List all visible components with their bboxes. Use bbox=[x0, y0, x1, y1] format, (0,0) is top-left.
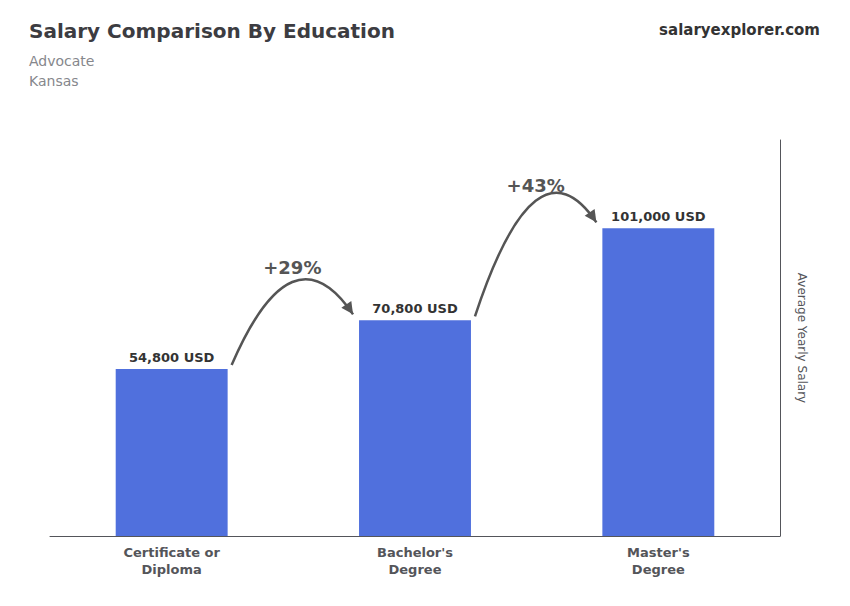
svg-text:Certificate or: Certificate or bbox=[123, 545, 220, 560]
svg-text:101,000 USD: 101,000 USD bbox=[611, 209, 706, 224]
svg-text:54,800 USD: 54,800 USD bbox=[129, 350, 215, 365]
svg-text:+29%: +29% bbox=[263, 257, 321, 278]
svg-text:Advocate: Advocate bbox=[29, 53, 94, 69]
svg-text:+43%: +43% bbox=[507, 175, 565, 196]
svg-text:Kansas: Kansas bbox=[29, 73, 79, 89]
svg-text:salaryexplorer.com: salaryexplorer.com bbox=[659, 21, 820, 39]
svg-text:Bachelor's: Bachelor's bbox=[377, 545, 453, 560]
svg-text:Degree: Degree bbox=[632, 562, 685, 577]
svg-text:Master's: Master's bbox=[627, 545, 690, 560]
svg-text:Degree: Degree bbox=[389, 562, 442, 577]
svg-text:Diploma: Diploma bbox=[142, 562, 202, 577]
svg-text:Salary Comparison By Education: Salary Comparison By Education bbox=[29, 19, 395, 43]
svg-text:Average Yearly Salary: Average Yearly Salary bbox=[795, 273, 809, 403]
svg-text:70,800 USD: 70,800 USD bbox=[372, 301, 458, 316]
